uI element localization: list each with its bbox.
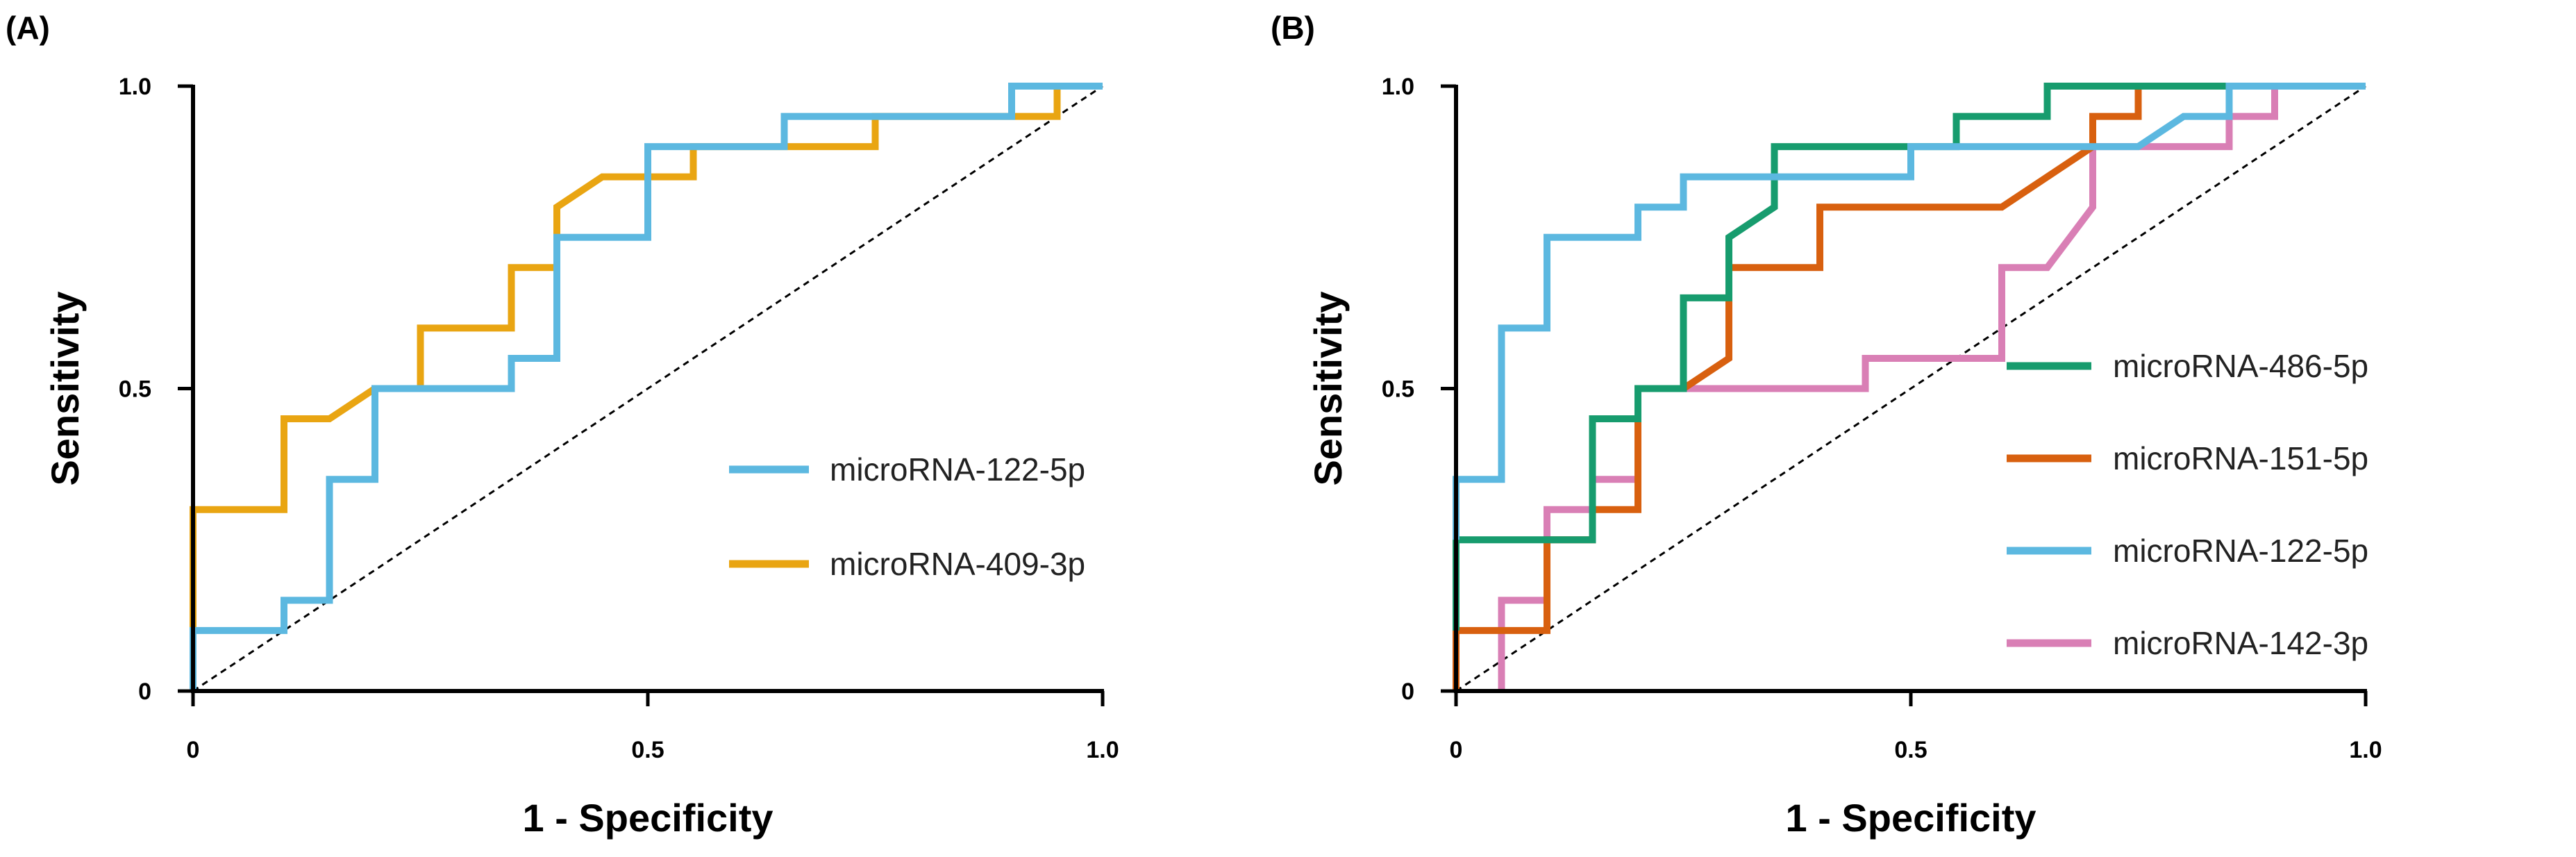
roc-curve-microrna-122-5p	[190, 83, 1103, 691]
roc-curve-microrna-122-5p	[1453, 83, 2366, 540]
roc-curve-microrna-142-3p	[1498, 83, 2366, 691]
legend-entry-label: microRNA-151-5p	[2113, 440, 2368, 476]
y-tick-label: 0	[138, 679, 151, 705]
x-tick-label: 0	[187, 737, 200, 763]
x-tick-label: 0	[1450, 737, 1463, 763]
x-tick-label: 1.0	[2349, 737, 2382, 763]
legend-entry-label: microRNA-409-3p	[830, 546, 1085, 582]
legend-entry-label: microRNA-486-5p	[2113, 348, 2368, 384]
legend: microRNA-486-5p microRNA-151-5p microRNA-1…	[2007, 348, 2368, 661]
y-tick-label: 1.0	[1382, 74, 1414, 100]
legend-entry-label: microRNA-122-5p	[2113, 533, 2368, 569]
x-tick-label: 0.5	[1894, 737, 1927, 763]
y-tick-label: 0.5	[119, 376, 151, 403]
x-tick-label: 0.5	[631, 737, 664, 763]
x-tick-label: 1.0	[1086, 737, 1119, 763]
y-tick-label: 0	[1401, 679, 1414, 705]
y-axis-title: Sensitivity	[1306, 291, 1350, 485]
legend: microRNA-122-5p microRNA-409-3p	[729, 451, 1085, 582]
y-tick-label: 0.5	[1382, 376, 1414, 403]
panel-label: (A)	[6, 10, 50, 46]
legend-entry-label: microRNA-122-5p	[830, 451, 1085, 488]
panel-label: (B)	[1271, 10, 1315, 46]
roc-panel-b: (B) 0 0.5 1.0 0 0.5 1.0 1 - Specificity Sensitiv…	[1271, 10, 2382, 840]
x-axis-title: 1 - Specificity	[1785, 796, 2036, 840]
roc-curve-microrna-151-5p	[1453, 83, 2366, 691]
reference-diagonal	[192, 85, 1103, 692]
y-tick-label: 1.0	[119, 74, 151, 100]
roc-curve-microrna-486-5p	[1453, 83, 2366, 631]
roc-panel-a: (A) 0 0.5 1.0 0 0.5 1.0 1 - Specificity Sensitiv…	[6, 10, 1119, 840]
x-axis-title: 1 - Specificity	[522, 796, 773, 840]
reference-diagonal	[1455, 85, 2366, 692]
y-axis-title: Sensitivity	[43, 291, 87, 485]
legend-entry-label: microRNA-142-3p	[2113, 625, 2368, 661]
